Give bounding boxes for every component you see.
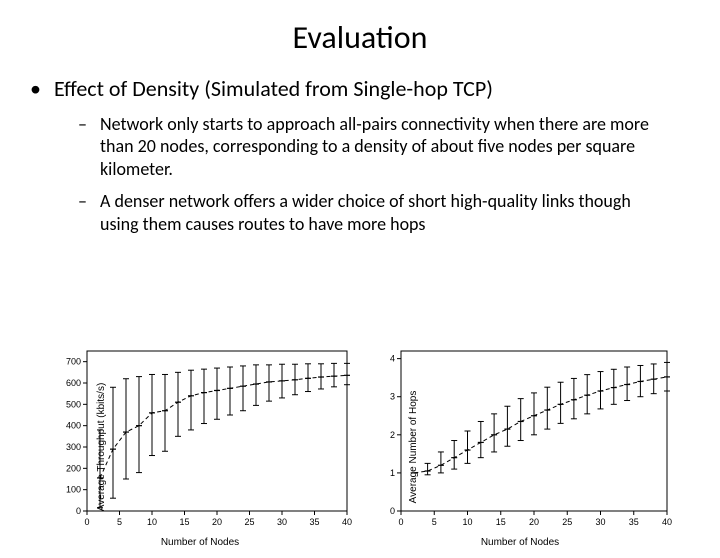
svg-text:20: 20: [529, 517, 539, 527]
svg-text:5: 5: [432, 517, 437, 527]
svg-text:200: 200: [66, 463, 81, 473]
svg-text:600: 600: [66, 378, 81, 388]
svg-text:15: 15: [179, 517, 189, 527]
svg-text:10: 10: [462, 517, 472, 527]
chart-throughput: Average Throughput (kbits/s) 0 5 10 15 20 25 3…: [45, 345, 355, 548]
svg-text:35: 35: [629, 517, 639, 527]
svg-text:30: 30: [595, 517, 605, 527]
svg-text:25: 25: [244, 517, 254, 527]
svg-text:15: 15: [496, 517, 506, 527]
chart-row: Average Throughput (kbits/s) 05101520253…: [30, 345, 690, 548]
svg-text:0: 0: [390, 506, 395, 516]
svg-text:0: 0: [84, 517, 89, 527]
svg-text:700: 700: [66, 357, 81, 367]
svg-text:10: 10: [147, 517, 157, 527]
chart1-ylabel: Average Throughput (kbits/s): [96, 382, 107, 511]
chart2-ylabel: Average Number of Hops: [408, 390, 419, 503]
svg-text:2: 2: [390, 430, 395, 440]
svg-text:1: 1: [390, 468, 395, 478]
svg-text:3: 3: [390, 392, 395, 402]
svg-text:5: 5: [117, 517, 122, 527]
svg-text:25: 25: [562, 517, 572, 527]
svg-text:400: 400: [66, 421, 81, 431]
svg-text:40: 40: [342, 517, 352, 527]
svg-text:40: 40: [662, 517, 672, 527]
svg-text:4: 4: [390, 354, 395, 364]
chart1-xlabel: Number of Nodes: [45, 537, 355, 548]
bullet-level-2b: A denser network offers a wider choice o…: [78, 190, 670, 235]
svg-text:20: 20: [212, 517, 222, 527]
svg-text:100: 100: [66, 485, 81, 495]
svg-text:30: 30: [277, 517, 287, 527]
svg-text:0: 0: [76, 506, 81, 516]
bullet-level-1: Effect of Density (Simulated from Single…: [30, 75, 690, 103]
svg-text:500: 500: [66, 399, 81, 409]
chart2-xlabel: Number of Nodes: [365, 537, 675, 548]
svg-text:300: 300: [66, 442, 81, 452]
page-title: Evaluation: [0, 18, 720, 57]
bullet-level-2a: Network only starts to approach all-pair…: [78, 113, 670, 181]
svg-text:35: 35: [309, 517, 319, 527]
svg-text:0: 0: [398, 517, 403, 527]
chart-hops: Average Number of Hops 0 5 10 15 20 25 30 35 40 0…: [365, 345, 675, 548]
chart1-svg: 05101520253035400100200300400500600700: [45, 345, 355, 535]
